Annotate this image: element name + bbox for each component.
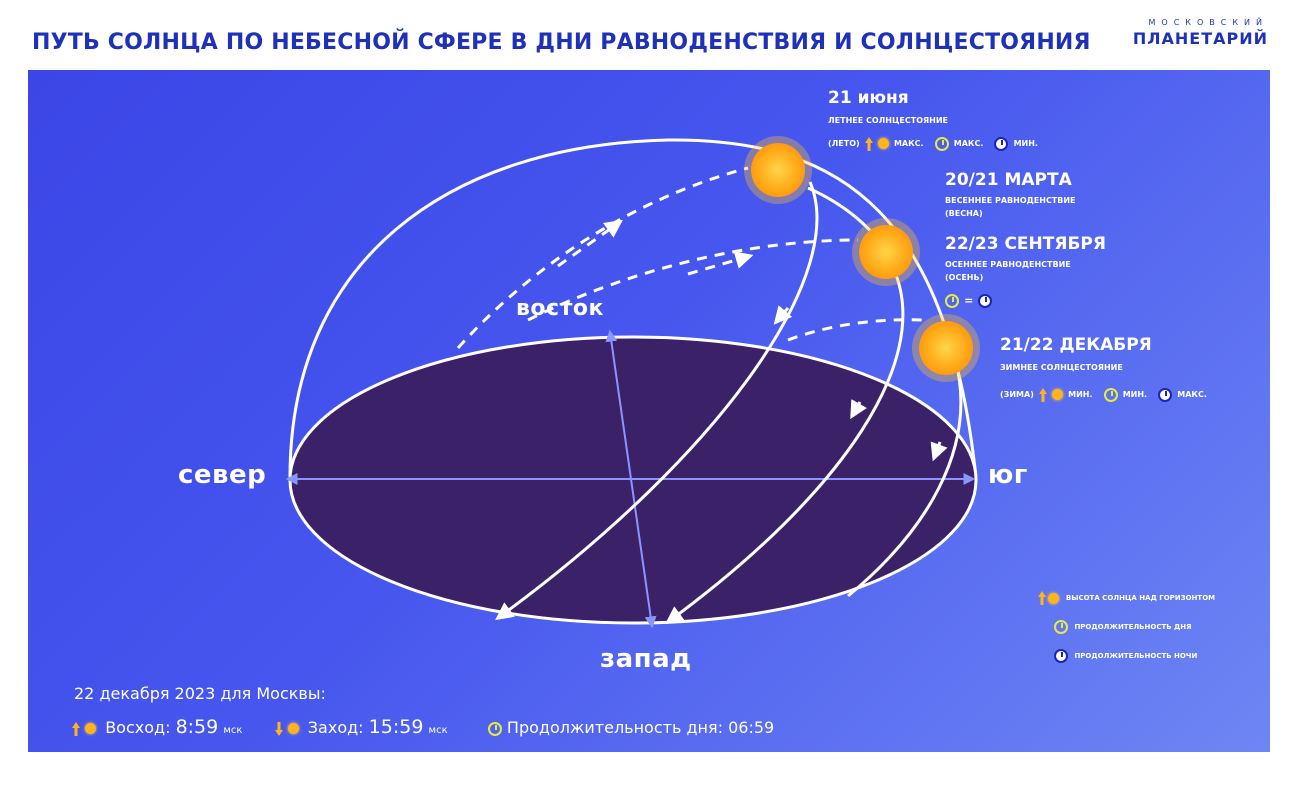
equinox-path-hidden [527,238,859,322]
march-block: 20/21 МАРТА ВЕСЕННЕЕ РАВНОДЕНСТВИЕ (ВЕСН… [945,170,1076,220]
sunset-label: Заход: [307,718,364,737]
legend-night-length: ПРОДОЛЖИТЕЛЬНОСТЬ НОЧИ [1054,649,1197,663]
day-clock-icon [934,136,949,151]
december-night: МАКС. [1177,390,1207,399]
legend-night-length-text: ПРОДОЛЖИТЕЛЬНОСТЬ НОЧИ [1074,652,1198,660]
winter-path-visible [847,371,963,598]
legend-sun-height: ВЫСОТА СОЛНЦА НАД ГОРИЗОНТОМ [1038,591,1215,605]
logo-bottom-text: ПЛАНЕТАРИЙ [1132,29,1268,48]
june-summary: (ЛЕТО) МАКС. МАКС. МИН. [828,133,1038,152]
sun-icon [287,723,299,734]
south-label: юг [988,460,1028,490]
march-season: (ВЕСНА) [945,209,983,218]
up-arrow-icon [1038,387,1047,402]
december-season: (ЗИМА) [1000,390,1034,399]
june-season: (ЛЕТО) [828,139,860,148]
equinox-sun [852,218,920,286]
december-height: МИН. [1068,390,1093,399]
legend-day-length-text: ПРОДОЛЖИТЕЛЬНОСТЬ ДНЯ [1074,623,1192,631]
march-subtitle: ВЕСЕННЕЕ РАВНОДЕНСТВИЕ [945,196,1076,205]
december-subtitle: ЗИМНЕЕ СОЛНЦЕСТОЯНИЕ [1000,363,1123,372]
september-subtitle: ОСЕННЕЕ РАВНОДЕНСТВИЕ [945,260,1071,269]
sunrise-time: 8:59 [175,716,219,738]
sunrise-label: Восход: [105,718,171,737]
september-summary: = [945,290,1106,309]
summer-path-hidden [456,166,749,350]
sunrise-unit: мск [223,725,243,736]
september-equals: = [964,294,974,307]
winter-sun [912,314,980,382]
december-block: 21/22 ДЕКАБРЯ ЗИМНЕЕ СОЛНЦЕСТОЯНИЕ (ЗИМА… [1000,335,1207,403]
december-day: МИН. [1122,390,1148,399]
sun-icon [1052,389,1064,400]
summer-sun [744,136,812,204]
december-summary: (ЗИМА) МИН. МИН. МАКС. [1000,384,1207,403]
day-clock-icon [1054,620,1068,634]
planetarium-logo: МОСКОВСКИЙ ПЛАНЕТАРИЙ [1133,18,1268,48]
up-arrow-icon [1038,591,1046,605]
night-clock-icon [1054,649,1068,663]
legend-sun-height-text: ВЫСОТА СОЛНЦА НАД ГОРИЗОНТОМ [1065,594,1216,602]
sun-icon [877,138,889,149]
september-season: (ОСЕНЬ) [945,273,984,282]
equinox-path-mid-arrow [850,399,867,420]
page-title: ПУТЬ СОЛНЦА ПО НЕБЕСНОЙ СФЕРЕ В ДНИ РАВН… [32,30,1091,55]
sunset-unit: мск [428,725,448,736]
west-label: запад [600,644,692,674]
equinox-path-visible [665,274,905,625]
june-day: МАКС. [953,139,984,148]
north-label: север [178,460,267,490]
day-length-text: Продолжительность дня: 06:59 [506,718,775,737]
day-clock-icon [945,293,959,308]
night-clock-icon [994,136,1009,151]
info-heading: 22 декабря 2023 для Москвы: [74,684,326,703]
diagram-panel: север юг восток запад 21 июня ЛЕТНЕЕ СОЛ… [28,70,1270,752]
summer-path-visible [495,181,819,621]
celestial-dome [288,138,978,478]
winter-path-mid-arrow [930,441,948,462]
day-clock-icon [487,721,502,736]
summer-path-mid-arrow [773,305,793,325]
june-block: 21 июня ЛЕТНЕЕ СОЛНЦЕСТОЯНИЕ (ЛЕТО) МАКС… [828,88,1038,152]
legend-day-length: ПРОДОЛЖИТЕЛЬНОСТЬ ДНЯ [1054,620,1192,634]
up-arrow-icon [864,136,873,151]
night-clock-icon [978,293,993,308]
september-block: 22/23 СЕНТЯБРЯ ОСЕННЕЕ РАВНОДЕНСТВИЕ (ОС… [945,234,1106,309]
celestial-sphere-diagram [285,136,980,629]
east-west-axis [605,329,657,629]
sunset-time: 15:59 [368,716,424,738]
up-arrow-icon [72,721,80,736]
march-title: 20/21 МАРТА [945,170,1072,190]
logo-top-text: МОСКОВСКИЙ [1148,18,1268,27]
sun-icon [1048,592,1060,604]
september-title: 22/23 СЕНТЯБРЯ [945,234,1106,254]
june-subtitle: ЛЕТНЕЕ СОЛНЦЕСТОЯНИЕ [828,116,949,125]
june-night: МИН. [1013,139,1038,148]
june-title: 21 июня [828,88,909,108]
december-title: 21/22 ДЕКАБРЯ [1000,335,1152,355]
summer-path-arrow [557,219,623,268]
night-clock-icon [1158,387,1173,402]
june-height: МАКС. [893,139,924,148]
info-times: Восход: 8:59 мск Заход: 15:59 мск Продол… [72,716,774,738]
day-clock-icon [1103,387,1118,402]
east-label: восток [516,296,604,321]
down-arrow-icon [274,721,283,736]
sun-icon [85,723,97,734]
